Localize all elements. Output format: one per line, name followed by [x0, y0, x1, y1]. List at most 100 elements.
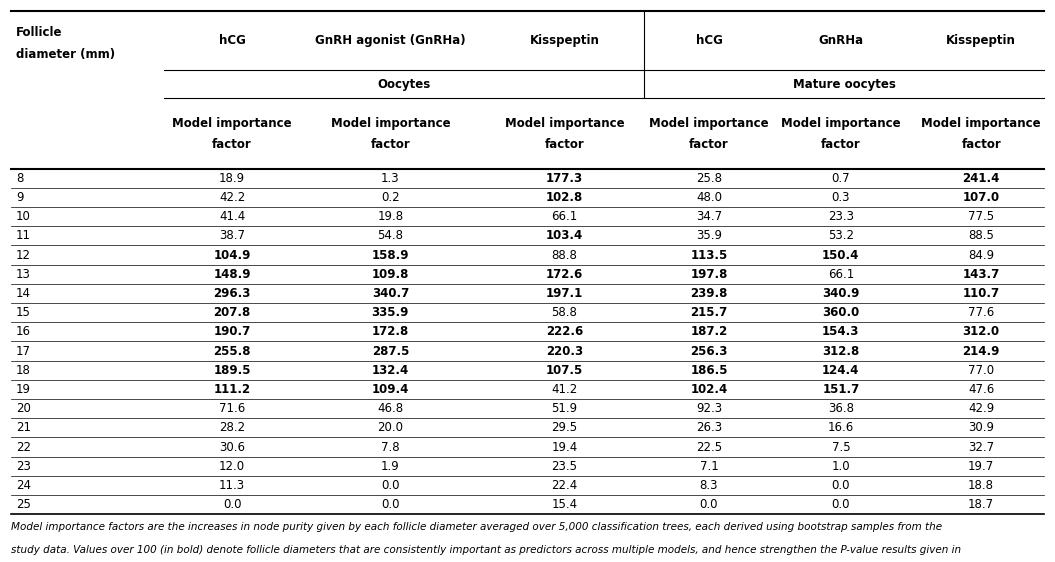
Text: hCG: hCG: [695, 34, 723, 47]
Text: 58.8: 58.8: [552, 306, 577, 319]
Text: 158.9: 158.9: [371, 248, 409, 261]
Text: GnRH agonist (GnRHa): GnRH agonist (GnRHa): [315, 34, 465, 47]
Text: 109.4: 109.4: [371, 383, 409, 396]
Text: 20: 20: [16, 402, 31, 415]
Text: 29.5: 29.5: [552, 422, 577, 434]
Text: 172.8: 172.8: [371, 325, 409, 338]
Text: 23.5: 23.5: [552, 460, 577, 473]
Text: 42.9: 42.9: [968, 402, 994, 415]
Text: 0.0: 0.0: [831, 498, 850, 511]
Text: 107.5: 107.5: [545, 364, 583, 377]
Text: 18.7: 18.7: [968, 498, 994, 511]
Text: 18.8: 18.8: [968, 479, 994, 492]
Text: 103.4: 103.4: [545, 229, 583, 242]
Text: 1.9: 1.9: [381, 460, 400, 473]
Text: 256.3: 256.3: [690, 345, 728, 357]
Text: 19: 19: [16, 383, 31, 396]
Text: 312.0: 312.0: [962, 325, 1000, 338]
Text: 19.7: 19.7: [968, 460, 994, 473]
Text: Model importance factors are the increases in node purity given by each follicle: Model importance factors are the increas…: [11, 522, 942, 532]
Text: 11.3: 11.3: [219, 479, 245, 492]
Text: 9: 9: [16, 191, 23, 204]
Text: 187.2: 187.2: [690, 325, 728, 338]
Text: 12: 12: [16, 248, 31, 261]
Text: 7.5: 7.5: [831, 441, 850, 454]
Text: 150.4: 150.4: [822, 248, 860, 261]
Text: 46.8: 46.8: [378, 402, 403, 415]
Text: 189.5: 189.5: [213, 364, 251, 377]
Text: 77.0: 77.0: [968, 364, 994, 377]
Text: Model importance: Model importance: [921, 117, 1041, 130]
Text: 38.7: 38.7: [219, 229, 245, 242]
Text: 214.9: 214.9: [962, 345, 1000, 357]
Text: 148.9: 148.9: [213, 268, 251, 280]
Text: 19.8: 19.8: [378, 210, 403, 223]
Text: 107.0: 107.0: [962, 191, 1000, 204]
Text: 0.2: 0.2: [381, 191, 400, 204]
Text: 15.4: 15.4: [552, 498, 577, 511]
Text: 312.8: 312.8: [822, 345, 860, 357]
Text: 177.3: 177.3: [545, 172, 583, 185]
Text: 10: 10: [16, 210, 31, 223]
Text: 66.1: 66.1: [552, 210, 577, 223]
Text: 24: 24: [16, 479, 31, 492]
Text: 8: 8: [16, 172, 23, 185]
Text: 7.8: 7.8: [381, 441, 400, 454]
Text: 113.5: 113.5: [690, 248, 728, 261]
Text: 22.5: 22.5: [696, 441, 722, 454]
Text: 22: 22: [16, 441, 31, 454]
Text: 1.0: 1.0: [831, 460, 850, 473]
Text: Model importance: Model importance: [330, 117, 450, 130]
Text: 42.2: 42.2: [219, 191, 245, 204]
Text: 19.4: 19.4: [552, 441, 577, 454]
Text: 0.3: 0.3: [831, 191, 850, 204]
Text: 102.4: 102.4: [690, 383, 728, 396]
Text: 296.3: 296.3: [213, 287, 251, 300]
Text: 23.3: 23.3: [828, 210, 853, 223]
Text: 26.3: 26.3: [696, 422, 722, 434]
Text: 0.0: 0.0: [381, 498, 400, 511]
Text: 30.9: 30.9: [968, 422, 994, 434]
Text: 154.3: 154.3: [822, 325, 860, 338]
Text: 22.4: 22.4: [552, 479, 577, 492]
Text: 15: 15: [16, 306, 31, 319]
Text: 48.0: 48.0: [696, 191, 722, 204]
Text: 0.0: 0.0: [699, 498, 718, 511]
Text: Kisspeptin: Kisspeptin: [946, 34, 1016, 47]
Text: 239.8: 239.8: [690, 287, 728, 300]
Text: 53.2: 53.2: [828, 229, 853, 242]
Text: 36.8: 36.8: [828, 402, 853, 415]
Text: 190.7: 190.7: [213, 325, 251, 338]
Text: 104.9: 104.9: [213, 248, 251, 261]
Text: hCG: hCG: [218, 34, 246, 47]
Text: 340.9: 340.9: [822, 287, 860, 300]
Text: factor: factor: [821, 138, 861, 151]
Text: Mature oocytes: Mature oocytes: [792, 78, 896, 91]
Text: 47.6: 47.6: [968, 383, 994, 396]
Text: 0.0: 0.0: [831, 479, 850, 492]
Text: 197.8: 197.8: [690, 268, 728, 280]
Text: 92.3: 92.3: [696, 402, 722, 415]
Text: 186.5: 186.5: [690, 364, 728, 377]
Text: 207.8: 207.8: [213, 306, 251, 319]
Text: 25.8: 25.8: [696, 172, 722, 185]
Text: 28.2: 28.2: [219, 422, 245, 434]
Text: 111.2: 111.2: [213, 383, 251, 396]
Text: 132.4: 132.4: [371, 364, 409, 377]
Text: Follicle: Follicle: [16, 26, 62, 39]
Text: 197.1: 197.1: [545, 287, 583, 300]
Text: 340.7: 340.7: [371, 287, 409, 300]
Text: 287.5: 287.5: [371, 345, 409, 357]
Text: 8.3: 8.3: [699, 479, 718, 492]
Text: 151.7: 151.7: [822, 383, 860, 396]
Text: factor: factor: [961, 138, 1001, 151]
Text: study data. Values over 100 (in bold) denote follicle diameters that are consist: study data. Values over 100 (in bold) de…: [11, 545, 961, 555]
Text: Oocytes: Oocytes: [377, 78, 430, 91]
Text: 7.1: 7.1: [699, 460, 718, 473]
Text: 77.5: 77.5: [968, 210, 994, 223]
Text: 13: 13: [16, 268, 31, 280]
Text: 172.6: 172.6: [545, 268, 583, 280]
Text: 241.4: 241.4: [962, 172, 1000, 185]
Text: factor: factor: [370, 138, 410, 151]
Text: diameter (mm): diameter (mm): [16, 48, 115, 61]
